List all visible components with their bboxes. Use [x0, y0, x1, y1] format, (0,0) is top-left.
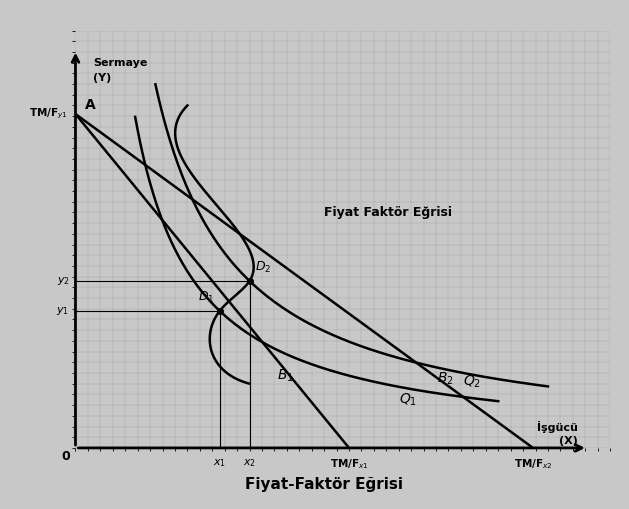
Text: $D_1$: $D_1$ — [198, 290, 214, 304]
Text: $y_1$: $y_1$ — [57, 305, 70, 317]
Text: TM/F$_{x2}$: TM/F$_{x2}$ — [514, 458, 552, 471]
Text: (X): (X) — [559, 436, 578, 446]
Text: (Y): (Y) — [93, 73, 111, 82]
Text: $Q_2$: $Q_2$ — [464, 374, 482, 390]
Text: Sermaye: Sermaye — [93, 58, 147, 68]
Text: İşgücü: İşgücü — [537, 421, 578, 433]
Text: $B_1$: $B_1$ — [277, 367, 294, 384]
Text: $D_2$: $D_2$ — [255, 260, 270, 274]
Text: A: A — [86, 98, 96, 112]
Text: Fiyat Faktör Eğrisi: Fiyat Faktör Eğrisi — [324, 206, 452, 219]
Text: $Q_1$: $Q_1$ — [399, 391, 417, 408]
Text: $B_2$: $B_2$ — [437, 371, 454, 387]
Text: TM/F$_{x1}$: TM/F$_{x1}$ — [330, 458, 369, 471]
Text: Fiyat-Faktör Eğrisi: Fiyat-Faktör Eğrisi — [245, 477, 403, 492]
Text: 0: 0 — [61, 450, 70, 463]
Text: TM/F$_{y1}$: TM/F$_{y1}$ — [30, 107, 68, 121]
Text: $y_2$: $y_2$ — [57, 275, 70, 287]
Text: $x_1$: $x_1$ — [213, 458, 226, 469]
Text: $x_2$: $x_2$ — [243, 458, 256, 469]
